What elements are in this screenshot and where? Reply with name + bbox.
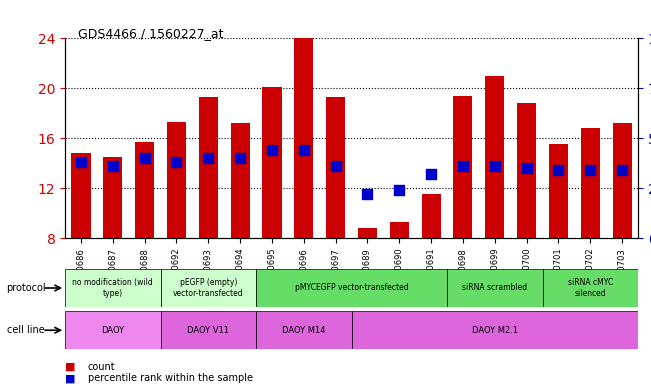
Point (521, 165, 532, 171)
Text: pEGFP (empty)
vector-transfected: pEGFP (empty) vector-transfected (173, 278, 243, 298)
Bar (422, 194, 441, 238)
Point (490, 163, 500, 169)
Point (139, 155, 150, 161)
Text: DAOY V11: DAOY V11 (187, 326, 229, 335)
Text: siRNA scrambled: siRNA scrambled (462, 283, 527, 293)
Text: pMYCEGFP vector-transfected: pMYCEGFP vector-transfected (295, 283, 408, 293)
Text: ■: ■ (65, 373, 76, 383)
Bar (199, 97, 218, 238)
Point (394, 187, 404, 193)
Point (331, 163, 341, 169)
Bar (104, 157, 122, 238)
Point (235, 155, 245, 161)
Text: DAOY: DAOY (102, 326, 124, 335)
Bar (453, 96, 473, 238)
Point (171, 159, 182, 165)
Point (362, 191, 372, 197)
Point (299, 147, 309, 153)
Bar (517, 103, 536, 238)
Text: siRNA cMYC
silenced: siRNA cMYC silenced (568, 278, 613, 298)
Bar (390, 222, 409, 238)
FancyBboxPatch shape (542, 269, 638, 307)
Text: DAOY M14: DAOY M14 (282, 326, 326, 335)
Bar (167, 122, 186, 238)
FancyBboxPatch shape (161, 311, 256, 349)
Point (553, 167, 564, 173)
Text: no modification (wild
type): no modification (wild type) (72, 278, 153, 298)
Bar (358, 228, 377, 238)
FancyBboxPatch shape (352, 311, 638, 349)
Text: cell line: cell line (7, 325, 44, 335)
Bar (72, 153, 90, 238)
Text: ■: ■ (65, 362, 76, 372)
Bar (135, 142, 154, 238)
FancyBboxPatch shape (65, 311, 161, 349)
Text: GDS4466 / 1560227_at: GDS4466 / 1560227_at (78, 27, 224, 40)
FancyBboxPatch shape (256, 269, 447, 307)
Point (426, 171, 436, 177)
Point (585, 167, 596, 173)
Bar (294, 38, 313, 238)
FancyBboxPatch shape (256, 311, 352, 349)
Text: count: count (88, 362, 115, 372)
Bar (230, 123, 250, 238)
Bar (613, 123, 631, 238)
Text: percentile rank within the sample: percentile rank within the sample (88, 373, 253, 383)
Bar (262, 87, 281, 238)
Bar (485, 76, 505, 238)
Text: protocol: protocol (7, 283, 46, 293)
FancyBboxPatch shape (161, 269, 256, 307)
Point (617, 167, 628, 173)
Point (267, 147, 277, 153)
Point (203, 155, 214, 161)
Bar (549, 144, 568, 238)
FancyBboxPatch shape (447, 269, 542, 307)
Bar (581, 128, 600, 238)
Point (76, 159, 86, 165)
Bar (326, 97, 345, 238)
Point (458, 163, 468, 169)
Text: DAOY M2.1: DAOY M2.1 (472, 326, 518, 335)
FancyBboxPatch shape (65, 269, 161, 307)
Point (107, 163, 118, 169)
